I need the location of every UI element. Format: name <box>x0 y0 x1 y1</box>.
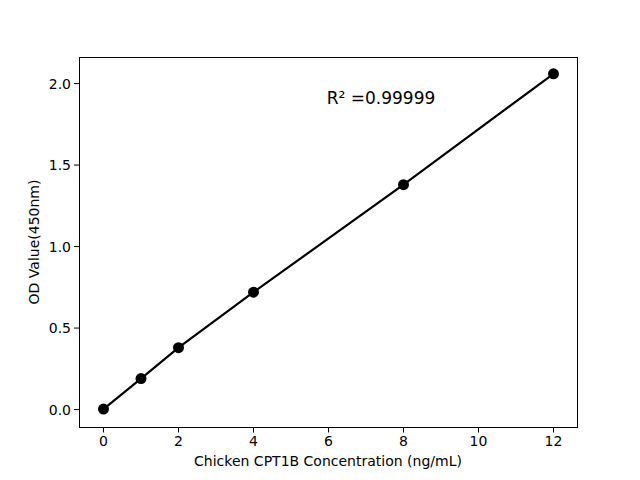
y-tick-label: 0.5 <box>49 320 71 336</box>
x-tick-label: 10 <box>470 433 488 449</box>
y-tick-label: 1.0 <box>49 239 71 255</box>
standard-curve-figure: 0 2 4 6 8 10 12 0.0 0.5 1.0 1.5 2.0 Chicken CPT1B C… <box>0 0 640 480</box>
data-point <box>173 342 184 353</box>
y-tick-label: 1.5 <box>49 157 71 173</box>
data-point <box>398 179 409 190</box>
data-point <box>98 404 109 415</box>
y-tick-label: 0.0 <box>49 402 71 418</box>
x-axis-label: Chicken CPT1B Concentration (ng/mL) <box>79 453 577 469</box>
x-tick-label: 2 <box>174 433 183 449</box>
data-point <box>136 373 147 384</box>
plot-border <box>80 58 578 428</box>
x-tick-label: 8 <box>399 433 408 449</box>
x-tick-label: 12 <box>545 433 563 449</box>
x-tick-label: 0 <box>99 433 108 449</box>
y-tick-label: 2.0 <box>49 76 71 92</box>
x-tick-label: 4 <box>249 433 258 449</box>
r-squared-annotation: R² =0.99999 <box>327 88 436 108</box>
plot-svg: 0 2 4 6 8 10 12 0.0 0.5 1.0 1.5 2.0 <box>0 0 640 480</box>
x-tick-label: 6 <box>324 433 333 449</box>
fit-line <box>104 74 554 409</box>
data-point <box>548 68 559 79</box>
y-axis-label: OD Value(450nm) <box>26 180 42 305</box>
data-point <box>248 287 259 298</box>
